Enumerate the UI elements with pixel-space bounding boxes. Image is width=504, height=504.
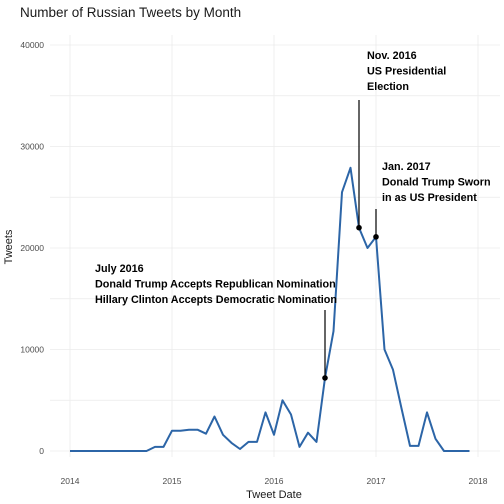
- annotation-text: in as US President: [382, 192, 477, 204]
- annotation-marker: [322, 375, 328, 381]
- y-tick-label: 30000: [20, 142, 44, 152]
- chart-title: Number of Russian Tweets by Month: [20, 5, 241, 20]
- x-tick-labels: 2014 2015 2016 2017 2018: [61, 476, 488, 486]
- y-tick-labels: 0 10000 20000 30000 40000: [20, 40, 44, 456]
- annotation-text: Hillary Clinton Accepts Democratic Nomin…: [95, 294, 337, 306]
- y-axis-label: Tweets: [3, 229, 15, 264]
- annotation-text: Donald Trump Sworn: [382, 177, 491, 189]
- y-tick-label: 40000: [20, 40, 44, 50]
- annotation-text: US Presidential: [367, 66, 446, 78]
- annotation-text: Election: [367, 81, 409, 93]
- x-tick-label: 2018: [469, 476, 488, 486]
- y-tick-label: 0: [39, 446, 44, 456]
- series-line-tweets: [70, 166, 470, 452]
- annotations: July 2016 Donald Trump Accepts Republican…: [95, 50, 491, 381]
- annotation-text: Donald Trump Accepts Republican Nominati…: [95, 279, 336, 291]
- annotation-text: Nov. 2016: [367, 50, 417, 62]
- gridlines: [50, 35, 500, 457]
- x-tick-label: 2014: [61, 476, 80, 486]
- annotation-text: Jan. 2017: [382, 161, 431, 173]
- annotation-marker: [373, 234, 379, 240]
- annotation-marker: [356, 224, 362, 231]
- x-tick-label: 2015: [163, 476, 182, 486]
- x-axis-label: Tweet Date: [246, 489, 302, 501]
- series-layer: [70, 166, 470, 452]
- y-tick-label: 10000: [20, 345, 44, 355]
- x-tick-label: 2016: [265, 476, 284, 486]
- x-tick-label: 2017: [367, 476, 386, 486]
- annotation-text: July 2016: [95, 263, 144, 275]
- y-tick-label: 20000: [20, 243, 44, 253]
